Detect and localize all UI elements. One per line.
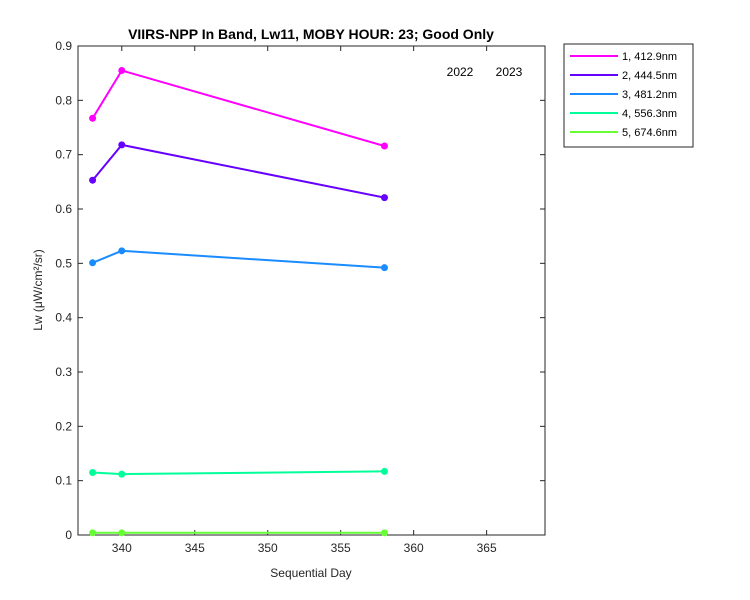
series-5-point: [89, 529, 97, 537]
x-tick-label: 340: [112, 541, 132, 555]
legend-label-2: 2, 444.5nm: [622, 70, 677, 82]
y-tick-label: 0.8: [55, 93, 72, 107]
y-tick-label: 0.9: [55, 39, 72, 53]
plot-area: [77, 45, 546, 536]
legend-label-1: 1, 412.9nm: [622, 51, 677, 63]
x-axis: 340 345 350 355 360 365: [112, 46, 497, 555]
series-4-point: [380, 467, 388, 475]
year-label-2023: 2023: [496, 65, 523, 79]
series-1-point: [380, 142, 388, 150]
y-tick-label: 0.3: [55, 365, 72, 379]
series-4-point: [89, 469, 97, 477]
x-tick-label: 345: [185, 541, 205, 555]
y-axis: 0 0.1 0.2 0.3 0.4 0.5 0.6 0.7 0.8 0.9: [55, 39, 545, 542]
series-2-point: [380, 194, 388, 202]
year-annotations: 2022 2023: [447, 65, 523, 79]
series-5-point: [118, 529, 126, 537]
y-tick-label: 0.4: [55, 311, 72, 325]
series-group: [89, 66, 388, 537]
y-tick-label: 0.2: [55, 419, 72, 433]
series-5-point: [380, 529, 388, 537]
y-tick-label: 0.5: [55, 256, 72, 270]
x-axis-title: Sequential Day: [270, 566, 351, 580]
x-tick-label: 350: [258, 541, 278, 555]
legend-label-3: 3, 481.2nm: [622, 89, 677, 101]
series-1-point: [89, 114, 97, 122]
x-tick-label: 360: [404, 541, 424, 555]
y-tick-label: 0.7: [55, 148, 72, 162]
series-3-point: [89, 259, 97, 267]
legend-box: [563, 43, 694, 148]
y-tick-label: 0: [65, 528, 72, 542]
legend: 1, 412.9nm 2, 444.5nm 3, 481.2nm 4, 556.3nm…: [563, 43, 694, 148]
x-tick-label: 365: [477, 541, 497, 555]
y-axis-title: Lw (μW/cm²/sr): [31, 249, 45, 331]
year-label-2022: 2022: [447, 65, 474, 79]
series-1-point: [118, 66, 126, 74]
y-tick-label: 0.1: [55, 474, 72, 488]
series-3-point: [380, 264, 388, 272]
series-2-point: [89, 176, 97, 184]
y-tick-label: 0.6: [55, 202, 72, 216]
legend-label-5: 5, 674.6nm: [622, 127, 677, 139]
series-4-point: [118, 470, 126, 478]
chart-title: VIIRS-NPP In Band, Lw11, MOBY HOUR: 23; …: [128, 26, 494, 42]
series-2-point: [118, 141, 126, 149]
series-3-point: [118, 247, 126, 255]
x-tick-label: 355: [331, 541, 351, 555]
legend-label-4: 4, 556.3nm: [622, 108, 677, 120]
